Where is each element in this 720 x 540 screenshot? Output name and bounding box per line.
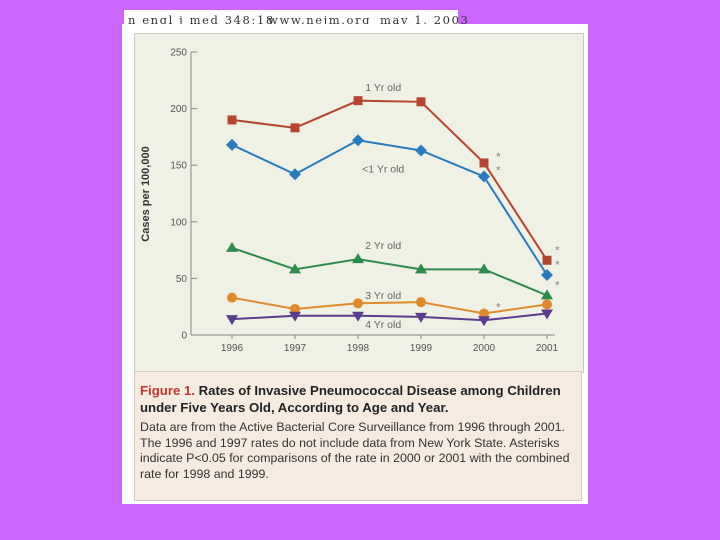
figure-label: Figure 1. — [140, 383, 195, 398]
data-point — [226, 138, 238, 151]
data-point — [289, 311, 301, 322]
figure-frame: 0 50 100 150 200 250 1996 1997 1998 1999 2000 2001 C… — [122, 24, 588, 504]
data-point — [541, 289, 553, 300]
data-point — [227, 292, 237, 303]
data-point — [226, 315, 238, 326]
series-line — [231, 139, 548, 276]
y-tick-label: 50 — [176, 274, 188, 285]
line-chart: 0 50 100 150 200 250 1996 1997 1998 1999 2000 2001 C… — [140, 48, 560, 355]
chart-panel: 0 50 100 150 200 250 1996 1997 1998 1999 2000 2001 C… — [134, 33, 584, 373]
caption-panel: Figure 1. Rates of Invasive Pneumococcal… — [134, 371, 582, 501]
y-tick-label: 250 — [170, 48, 187, 59]
y-tick-label: 150 — [170, 161, 187, 172]
data-point — [415, 312, 427, 323]
x-tick-label: 1999 — [410, 343, 433, 354]
data-point — [415, 144, 427, 157]
data-point — [352, 311, 364, 322]
y-tick-label: 200 — [170, 104, 187, 115]
data-point — [290, 303, 300, 314]
data-point — [542, 255, 552, 265]
data-point — [226, 241, 238, 252]
figure-title: Rates of Invasive Pneumococcal Disease a… — [140, 383, 561, 415]
data-point — [542, 299, 552, 310]
data-point — [478, 316, 490, 327]
y-tick-label: 100 — [170, 217, 187, 228]
series-label: 3 Yr old — [365, 290, 401, 302]
asterisk-mark: * — [496, 164, 501, 178]
x-tick-label: 1998 — [347, 343, 370, 354]
data-point — [478, 263, 490, 274]
series-label: 1 Yr old — [365, 82, 401, 94]
asterisk-mark: * — [555, 278, 560, 292]
x-tick-label: 2001 — [536, 343, 559, 354]
asterisk-mark: * — [555, 243, 560, 257]
data-point — [289, 168, 301, 181]
data-point — [479, 158, 489, 168]
asterisk-mark: * — [555, 258, 560, 272]
journal-date: may 1, 2003 — [380, 13, 470, 27]
asterisk-mark: * — [496, 150, 501, 164]
data-point — [415, 263, 427, 274]
data-point — [353, 96, 363, 106]
series-label: <1 Yr old — [362, 163, 404, 175]
x-tick-label: 1996 — [221, 343, 244, 354]
y-axis-title: Cases per 100,000 — [140, 146, 152, 241]
data-point — [227, 115, 237, 125]
series-label: 2 Yr old — [365, 240, 401, 252]
data-point — [290, 123, 300, 133]
series-line — [231, 296, 548, 315]
caption-title: Figure 1. Rates of Invasive Pneumococcal… — [140, 382, 577, 416]
data-point — [289, 263, 301, 274]
caption-body: Data are from the Active Bacterial Core … — [140, 420, 570, 481]
data-point — [352, 134, 364, 147]
asterisk-mark: * — [496, 300, 501, 314]
series-line — [231, 312, 548, 322]
y-tick-label: 0 — [181, 331, 187, 342]
data-point — [416, 97, 426, 107]
data-point — [541, 309, 553, 320]
journal-website: www.nejm.org — [268, 13, 372, 27]
data-point — [416, 297, 426, 308]
x-tick-label: 1997 — [284, 343, 307, 354]
data-point — [352, 253, 364, 264]
data-point — [541, 269, 553, 282]
data-point — [353, 298, 363, 309]
journal-citation: n engl j med 348;18 — [128, 13, 275, 27]
x-tick-label: 2000 — [473, 343, 496, 354]
data-point — [479, 308, 489, 319]
data-point — [478, 170, 490, 183]
series-line — [231, 246, 548, 297]
series-label: 4 Yr old — [365, 319, 401, 331]
series-line — [231, 99, 548, 261]
